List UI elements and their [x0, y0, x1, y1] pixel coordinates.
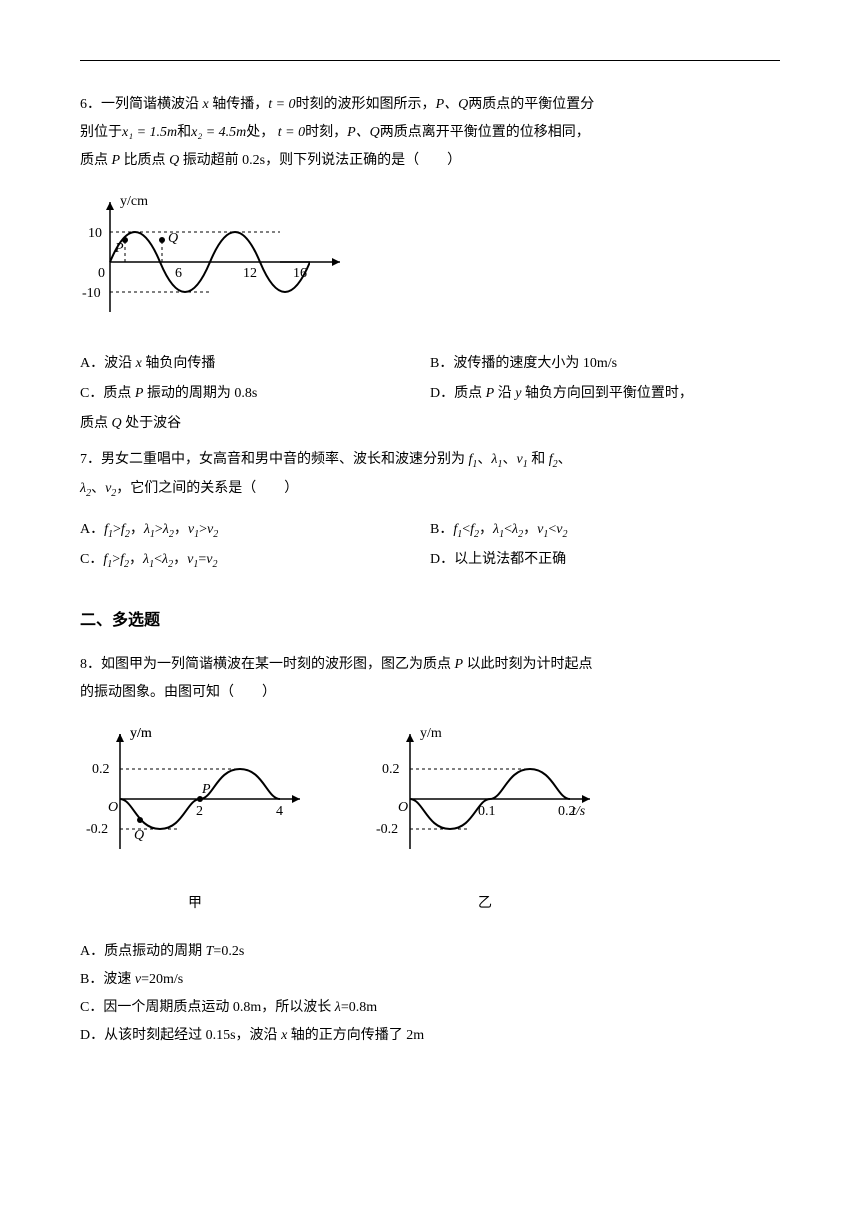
- q7-vv2: v2: [105, 481, 116, 496]
- q8b-y02: 0.2: [382, 762, 400, 777]
- q7-l1: λ1: [491, 452, 502, 467]
- q6-x0: 0: [98, 266, 105, 281]
- q6-pqb: P、Q: [347, 125, 380, 140]
- q8-chart-yi: y/m t/s O 0.1 0.2 0.2 -0.2 乙: [370, 719, 600, 918]
- q8a-caption: 甲: [80, 890, 310, 918]
- q8b-ylabel: y/m: [420, 726, 442, 741]
- q6-and: 和: [177, 125, 191, 140]
- q6-t5: 别位于: [80, 125, 122, 140]
- q8-t1: 如图甲为一列简谐横波在某一时刻的波形图，图乙为质点: [101, 657, 455, 672]
- q8a-Q: Q: [134, 828, 144, 843]
- q6-t9: 质点: [80, 153, 112, 168]
- q7-optA: A．f1>f2，λ1>λ2，v1>v2: [80, 516, 430, 545]
- q6-t2: 轴传播，: [209, 97, 269, 112]
- q6-x2: x₂ = 4.5m: [191, 125, 246, 140]
- q6-optD-cont: 质点 Q 处于波谷: [80, 410, 780, 438]
- q6-pq: P、Q: [436, 97, 469, 112]
- q6-yn10: -10: [82, 286, 101, 301]
- q8b-x02: 0.2: [558, 804, 576, 819]
- q6-t6: 处，: [246, 125, 274, 140]
- q8b-O: O: [398, 800, 408, 815]
- q6-t7: 时刻，: [305, 125, 347, 140]
- q7-optD: D．以上说法都不正确: [430, 546, 780, 575]
- q6-t8: 两质点离开平衡位置的位移相同，: [380, 125, 590, 140]
- q6-optC: C．质点 P 振动的周期为 0.8s: [80, 380, 430, 408]
- q6-x16: 16: [293, 266, 307, 281]
- q6-number: 6．: [80, 97, 101, 112]
- q6-y10: 10: [88, 226, 102, 241]
- q6-t10: 比质点: [120, 153, 169, 168]
- q8-optA: A．质点振动的周期 T=0.2s: [80, 938, 780, 966]
- q7-t1: 男女二重唱中，女高音和男中音的频率、波长和波速分别为: [101, 452, 469, 467]
- q7-v2: f2: [549, 452, 558, 467]
- q6-Q-label: Q: [168, 231, 178, 246]
- q6-optA: A．波沿 x 轴负向传播: [80, 350, 430, 378]
- q6-x12: 12: [243, 266, 257, 281]
- q6-optB: B．波传播的速度大小为 10m/s: [430, 350, 780, 378]
- q8b-yn02: -0.2: [376, 822, 398, 837]
- q8a-x2: 2: [196, 804, 203, 819]
- question-6: 6．一列简谐横波沿 x 轴传播，t = 0时刻的波形如图所示，P、Q两质点的平衡…: [80, 91, 780, 175]
- q7-l2: λ2: [80, 481, 91, 496]
- q8a-ylabel2: y/m: [130, 726, 152, 741]
- question-7: 7．男女二重唱中，女高音和男中音的频率、波长和波速分别为 f1、λ1、v1 和 …: [80, 446, 780, 504]
- q6-ylabel: y/cm: [120, 194, 148, 209]
- top-rule: [80, 60, 780, 61]
- q7-v1: f1: [469, 452, 478, 467]
- q8a-x4: 4: [276, 804, 283, 819]
- q6-t0: t = 0: [268, 97, 295, 112]
- q7-number: 7．: [80, 452, 101, 467]
- question-8: 8．如图甲为一列简谐横波在某一时刻的波形图，图乙为质点 P 以此时刻为计时起点 …: [80, 651, 780, 707]
- q7-vv1: v1: [516, 452, 527, 467]
- q6-P-label: P: [114, 241, 124, 256]
- q7-optC: C．f1>f2，λ1<λ2，v1=v2: [80, 546, 430, 575]
- q8-t3: 的振动图象。由图可知（ ）: [80, 685, 276, 700]
- q6-row-cd: C．质点 P 振动的周期为 0.8s D．质点 P 沿 y 轴负方向回到平衡位置…: [80, 380, 780, 408]
- q7-row-ab: A．f1>f2，λ1>λ2，v1>v2 B．f1<f2，λ1<λ2，v1<v2: [80, 516, 780, 545]
- q8-optB: B．波速 v=20m/s: [80, 966, 780, 994]
- q6-t11: 振动超前 0.2s，则下列说法正确的是（ ）: [179, 153, 461, 168]
- q8a-y02: 0.2: [92, 762, 110, 777]
- q7-optB: B．f1<f2，λ1<λ2，v1<v2: [430, 516, 780, 545]
- q6-diagram: y/cm x/m P Q 0 6 12 16 10 -10: [80, 187, 780, 338]
- section-2-title: 二、多选题: [80, 605, 780, 637]
- q8-optD: D．从该时刻起经过 0.15s，波沿 x 轴的正方向传播了 2m: [80, 1022, 780, 1050]
- q6-row-ab: A．波沿 x 轴负向传播 B．波传播的速度大小为 10m/s: [80, 350, 780, 378]
- q8a-O: O: [108, 800, 118, 815]
- q8b-x01: 0.1: [478, 804, 496, 819]
- q8-p: P: [455, 657, 464, 672]
- q6-t0b: t = 0: [274, 125, 305, 140]
- q8-chart-jia: y/m x/m Q P O 2 4: [80, 719, 310, 918]
- q8-number: 8．: [80, 657, 101, 672]
- q8a-P: P: [201, 782, 211, 797]
- q8b-caption: 乙: [370, 890, 600, 918]
- q6-x6: 6: [175, 266, 182, 281]
- q6-q: Q: [169, 153, 179, 168]
- q8a-yn02: -0.2: [86, 822, 108, 837]
- q8-optC: C．因一个周期质点运动 0.8m，所以波长 λ=0.8m: [80, 994, 780, 1022]
- q8-t2: 以此时刻为计时起点: [463, 657, 593, 672]
- q8-diagrams: y/m x/m Q P O 2 4: [80, 719, 780, 918]
- q6-x1: x₁ = 1.5m: [122, 125, 177, 140]
- q6-p: P: [112, 153, 121, 168]
- q6-t1: 一列简谐横波沿: [101, 97, 203, 112]
- q6-t4: 两质点的平衡位置分: [468, 97, 594, 112]
- q6-t3: 时刻的波形如图所示，: [296, 97, 436, 112]
- q7-row-cd: C．f1>f2，λ1<λ2，v1=v2 D．以上说法都不正确: [80, 546, 780, 575]
- q6-optD: D．质点 P 沿 y 轴负方向回到平衡位置时，: [430, 380, 780, 408]
- q7-t3: 它们之间的关系是（ ）: [130, 481, 298, 496]
